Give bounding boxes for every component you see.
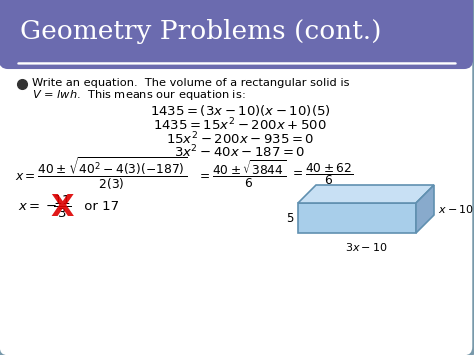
Text: $\mathbf{X}$: $\mathbf{X}$: [50, 192, 74, 222]
Text: or 17: or 17: [80, 201, 119, 213]
Polygon shape: [298, 203, 416, 233]
Text: $1435=15x^2-200x+500$: $1435=15x^2-200x+500$: [153, 117, 327, 133]
Text: $\dfrac{11}{3}$: $\dfrac{11}{3}$: [53, 194, 72, 220]
Text: Write an equation.  The volume of a rectangular solid is: Write an equation. The volume of a recta…: [32, 78, 349, 88]
Text: $V$ = $lwh$.  This means our equation is:: $V$ = $lwh$. This means our equation is:: [32, 88, 246, 102]
Text: $3x-10$: $3x-10$: [345, 241, 387, 253]
Bar: [8, 40, 464, 60]
FancyBboxPatch shape: [0, 0, 472, 68]
Text: $x=-$: $x=-$: [18, 201, 57, 213]
Polygon shape: [416, 185, 434, 233]
Text: $1435=(3x-10)(x-10)(5)$: $1435=(3x-10)(x-10)(5)$: [150, 103, 330, 118]
Text: $=\dfrac{40\pm62}{6}$: $=\dfrac{40\pm62}{6}$: [290, 161, 353, 187]
Text: $=\dfrac{40\pm\sqrt{3844}}{6}$: $=\dfrac{40\pm\sqrt{3844}}{6}$: [197, 158, 286, 190]
Text: $3x^2-40x-187=0$: $3x^2-40x-187=0$: [174, 144, 306, 160]
Text: $x=\dfrac{40\pm\sqrt{40^2-4(3)(-187)}}{2(3)}$: $x=\dfrac{40\pm\sqrt{40^2-4(3)(-187)}}{2…: [15, 156, 187, 192]
Text: 5: 5: [287, 212, 294, 224]
Polygon shape: [298, 185, 434, 203]
Text: Geometry Problems (cont.): Geometry Problems (cont.): [20, 18, 382, 44]
Text: $15x^2-200x-935=0$: $15x^2-200x-935=0$: [166, 131, 314, 147]
Text: $x-10$: $x-10$: [438, 203, 474, 215]
